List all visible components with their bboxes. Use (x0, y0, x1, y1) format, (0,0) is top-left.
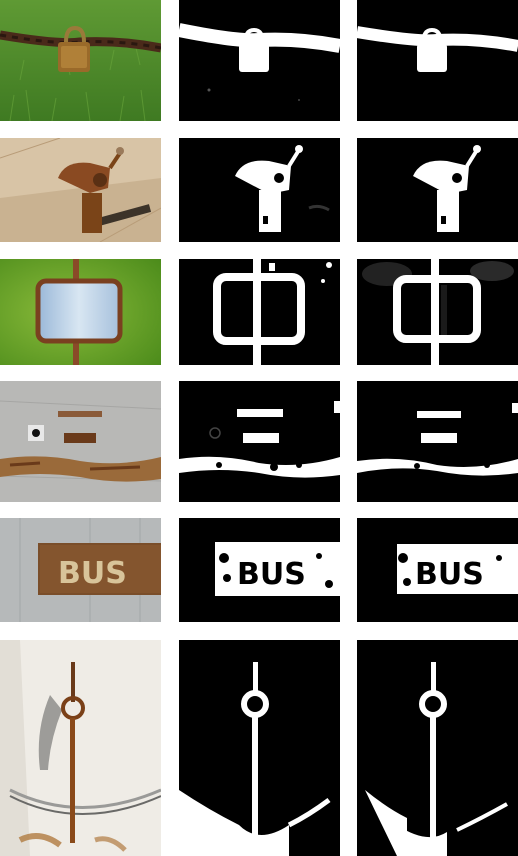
mask-b-sign-frame (357, 259, 518, 365)
mask-a-ring-hook (179, 640, 340, 856)
mask-a-bus-text: BUS (237, 557, 306, 592)
mask-b-ring-hook (357, 640, 518, 856)
mask-a-wall-plates (179, 381, 340, 502)
mask-a-bus-sign: BUS (179, 518, 340, 622)
mask-b-bus-text: BUS (415, 557, 484, 592)
photo-bus-sign: BUS (0, 518, 161, 622)
mask-b-bus-sign: BUS (357, 518, 518, 622)
photo-wall-plates (0, 381, 161, 502)
mask-b-wall-plates (357, 381, 518, 502)
mask-a-sign-frame (179, 259, 340, 365)
mask-b-latch (357, 138, 518, 242)
mask-a-latch (179, 138, 340, 242)
photo-latch (0, 138, 161, 242)
mask-a-padlock (179, 0, 340, 121)
bus-sign-text: BUS (58, 556, 127, 591)
mask-b-padlock (357, 0, 518, 121)
photo-ring-hook (0, 640, 161, 856)
photo-padlock (0, 0, 161, 121)
photo-sign-frame (0, 259, 161, 365)
